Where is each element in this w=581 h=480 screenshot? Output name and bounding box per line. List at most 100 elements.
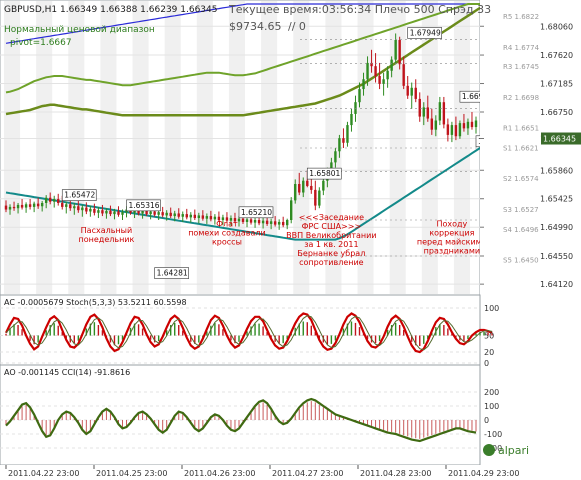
candle-body xyxy=(245,219,249,222)
annotation-line: ФРС США>>> xyxy=(302,222,362,231)
time-label: 2011.04.27 23:00 xyxy=(272,469,343,478)
candle-body xyxy=(185,214,188,218)
candle-body xyxy=(253,220,257,223)
candle-body xyxy=(322,180,325,191)
candle-body xyxy=(20,204,24,208)
candle-body xyxy=(438,102,442,121)
candle-body xyxy=(265,220,269,224)
candle-body xyxy=(277,221,281,225)
candle-body xyxy=(36,203,40,207)
level-label-r3: R3 1.6745 xyxy=(503,63,539,71)
candle-body xyxy=(149,211,152,215)
candle-body xyxy=(69,204,72,209)
ao-cci-header: AO -0.001145 CCI(14) -91.8616 xyxy=(4,368,130,377)
candle-body xyxy=(44,197,48,203)
candle-body xyxy=(237,218,241,222)
session-stripe xyxy=(100,1,117,294)
candle-body xyxy=(330,162,333,171)
ac-stoch-header: AC -0.0005679 Stoch(5,3,3) 53.5211 60.55… xyxy=(4,298,187,307)
candle-body xyxy=(450,125,454,135)
candle-body xyxy=(32,203,36,207)
annotation-line: Бернанке убрал xyxy=(297,249,365,258)
candle-body xyxy=(294,184,297,201)
server-time: Текущее время:03:56:34 Плечо 500 Спрэд 3… xyxy=(228,3,491,16)
candle-body xyxy=(225,217,229,221)
price-mark-box xyxy=(238,206,274,219)
session-stripe xyxy=(389,1,406,294)
price-mark-box xyxy=(126,199,161,212)
candle-body xyxy=(414,87,417,99)
price-mark-box xyxy=(407,27,443,39)
price-tick-label: 1.65860 xyxy=(540,166,573,175)
candle-body xyxy=(249,219,253,223)
price-axis-bg xyxy=(480,0,581,465)
candle-body xyxy=(109,210,112,215)
price-tick-label: 1.64990 xyxy=(540,223,573,232)
candle-body xyxy=(446,124,450,135)
candle-body xyxy=(273,221,277,225)
price-tick-label: 1.67185 xyxy=(540,80,573,89)
candle-body xyxy=(241,218,245,222)
candle-body xyxy=(53,199,56,202)
candle-body xyxy=(350,113,353,126)
time-labels: 2011.04.22 23:00 2011.04.25 23:00 2011.04.… xyxy=(5,465,519,478)
annotation: Походу коррекция перед майскими праздниками xyxy=(417,220,487,256)
price-tick-label: 1.65425 xyxy=(540,195,573,204)
candle-body xyxy=(16,204,20,209)
session-stripe xyxy=(453,1,470,294)
annotation-line: <<<Заседание xyxy=(299,213,364,222)
annotation-line: перед майскими xyxy=(417,238,487,247)
symbol-line: GBPUSD,H1 1.66349 1.66388 1.66239 1.6634… xyxy=(4,5,217,15)
session-stripe xyxy=(4,1,21,294)
time-label: 2011.04.26 23:00 xyxy=(184,469,255,478)
candle-body xyxy=(410,87,413,96)
level-label-r2: R2 1.6698 xyxy=(503,94,539,102)
price-tick-label: 1.66750 xyxy=(540,108,573,117)
candle-body xyxy=(193,214,197,219)
time-axis xyxy=(0,465,581,480)
last-price-tag xyxy=(541,132,581,145)
level-label-s5: S5 1.6450 xyxy=(503,256,539,264)
ao-cci-grid xyxy=(0,391,480,449)
price-mark-label: 1.65210 xyxy=(241,208,272,217)
session-stripe xyxy=(421,1,438,294)
candle-body xyxy=(161,212,164,216)
candle-body xyxy=(101,210,104,214)
price-mark-label: 1.65316 xyxy=(129,201,160,210)
candle-body xyxy=(169,212,172,217)
price-mark-label: 1.66976 xyxy=(462,92,493,101)
annotation: <<<Заседание ФРС США>>> ВВП Великобритании… xyxy=(286,213,376,267)
annotation-line: понедельник xyxy=(79,235,135,244)
session-stripe xyxy=(325,1,342,294)
balance: $9734.65 xyxy=(229,20,282,33)
ao-main-line xyxy=(5,397,477,443)
ao-tick-label: -100 xyxy=(484,430,502,439)
candle-body xyxy=(57,199,60,203)
candlesticks xyxy=(4,33,478,230)
candle-body xyxy=(201,215,205,219)
candle-body xyxy=(342,138,345,143)
candle-body xyxy=(458,123,462,137)
candle-body xyxy=(310,185,313,190)
candle-body xyxy=(374,66,377,76)
candle-body xyxy=(93,208,96,213)
candle-body xyxy=(113,211,116,215)
chart-annotations: Пасхальный понедельник Флат помехи создавал… xyxy=(79,213,487,267)
teal-ma-line xyxy=(5,121,494,241)
level-label-s1: S1 1.6621 xyxy=(503,144,539,152)
candle-body xyxy=(398,40,401,65)
candle-body xyxy=(153,211,156,215)
ao-tick-label: 0 xyxy=(484,416,489,425)
price-mark-label: 1.65472 xyxy=(64,191,95,200)
candle-body xyxy=(394,40,397,60)
stoch-main-line xyxy=(5,312,493,354)
range-label: Нормальный ценовой диапазон xyxy=(4,25,155,35)
candle-body xyxy=(281,221,285,226)
candle-body xyxy=(48,197,52,202)
candle-body xyxy=(141,210,144,214)
price-mark-box xyxy=(61,189,97,201)
stoch-line xyxy=(5,312,493,354)
annotation-line: коррекция xyxy=(429,229,474,238)
price-tick-label: 1.64120 xyxy=(540,280,573,289)
